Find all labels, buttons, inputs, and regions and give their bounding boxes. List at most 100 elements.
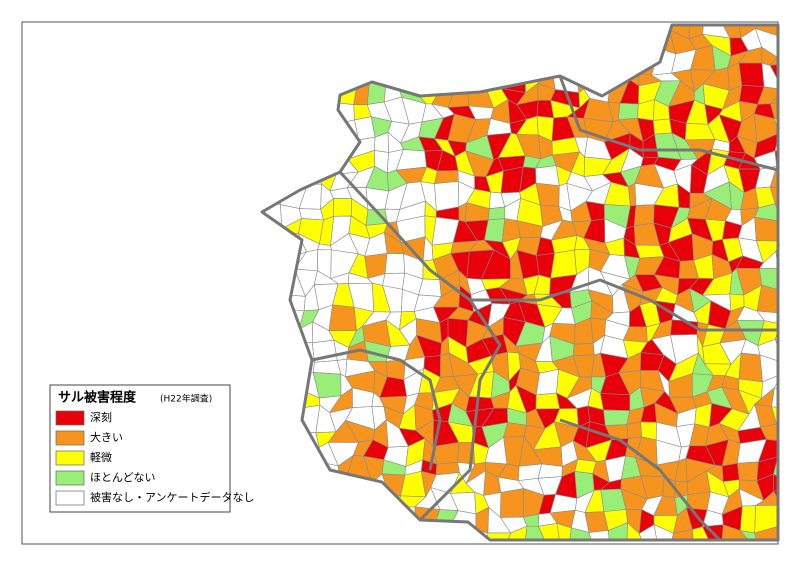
municipality <box>384 253 406 274</box>
municipality <box>778 310 797 327</box>
municipality <box>246 544 270 563</box>
municipality <box>302 563 322 567</box>
municipality <box>556 522 572 540</box>
municipality <box>432 442 460 465</box>
municipality <box>754 490 778 506</box>
municipality <box>659 562 676 567</box>
municipality <box>601 557 629 567</box>
municipality <box>418 278 442 297</box>
municipality <box>535 392 561 410</box>
municipality <box>781 560 798 567</box>
municipality <box>380 561 405 567</box>
municipality <box>434 563 456 567</box>
municipality <box>626 521 647 540</box>
municipality <box>754 216 778 242</box>
legend-swatch <box>55 410 85 426</box>
municipality <box>778 268 799 290</box>
municipality <box>771 387 778 412</box>
legend-note: (H22年調査) <box>160 393 212 405</box>
municipality <box>652 118 673 135</box>
municipality <box>756 284 778 314</box>
municipality <box>790 202 800 226</box>
municipality <box>738 62 765 88</box>
municipality <box>788 137 800 155</box>
municipality <box>313 559 340 567</box>
municipality <box>754 525 778 540</box>
municipality <box>774 150 778 167</box>
municipality <box>246 563 270 567</box>
municipality <box>535 368 559 396</box>
municipality <box>789 488 800 515</box>
municipality <box>638 524 660 540</box>
municipality <box>603 409 631 426</box>
legend-label: ほとんどない <box>90 471 155 484</box>
municipality <box>790 189 800 211</box>
municipality <box>702 524 724 540</box>
municipality <box>610 545 629 563</box>
municipality <box>487 206 506 221</box>
municipality <box>789 340 800 361</box>
municipality <box>627 546 646 567</box>
municipality <box>465 559 487 567</box>
municipality <box>792 151 800 172</box>
municipality <box>756 310 778 325</box>
municipality <box>754 560 782 567</box>
legend-label: 大きい <box>90 430 123 444</box>
municipality <box>659 546 677 566</box>
municipality <box>782 221 797 241</box>
municipality <box>502 557 527 567</box>
municipality <box>789 356 800 380</box>
municipality <box>688 547 713 559</box>
municipality <box>739 505 756 534</box>
municipality <box>773 473 778 492</box>
municipality <box>794 250 800 274</box>
legend-label: 被害なし・アンケートデータなし <box>90 490 255 504</box>
municipality <box>535 182 560 207</box>
municipality <box>777 30 778 58</box>
municipality <box>795 224 800 239</box>
municipality <box>738 352 763 383</box>
municipality <box>263 562 290 567</box>
municipality <box>781 505 792 525</box>
legend-title: サル被害程度 <box>58 390 137 406</box>
municipality <box>794 237 800 254</box>
municipality <box>503 422 527 438</box>
municipality <box>788 98 800 125</box>
border <box>559 418 722 542</box>
municipality <box>589 556 613 567</box>
legend-swatch <box>55 490 85 506</box>
legend-swatch <box>55 470 85 486</box>
municipality <box>600 393 631 411</box>
municipality <box>544 557 562 567</box>
municipality <box>788 483 800 491</box>
municipality <box>797 63 800 89</box>
municipality <box>789 509 800 523</box>
municipality <box>774 132 778 156</box>
municipality <box>788 543 800 561</box>
municipality <box>608 522 628 540</box>
municipality <box>789 371 800 398</box>
municipality <box>754 546 782 567</box>
municipality <box>577 556 590 567</box>
border <box>338 170 502 522</box>
municipality <box>282 562 306 567</box>
municipality <box>759 354 778 383</box>
municipality <box>380 548 405 567</box>
municipality <box>550 557 579 567</box>
municipality <box>537 463 563 479</box>
legend-swatch <box>55 450 85 466</box>
municipality <box>706 547 721 559</box>
municipality <box>670 529 695 540</box>
municipality <box>626 421 642 439</box>
municipality <box>754 203 778 222</box>
municipality <box>653 524 674 540</box>
municipality <box>779 13 800 37</box>
municipality <box>758 250 778 269</box>
municipality <box>791 284 800 311</box>
municipality <box>769 186 778 205</box>
municipality <box>628 563 647 567</box>
border <box>311 348 442 471</box>
municipality <box>434 181 460 212</box>
